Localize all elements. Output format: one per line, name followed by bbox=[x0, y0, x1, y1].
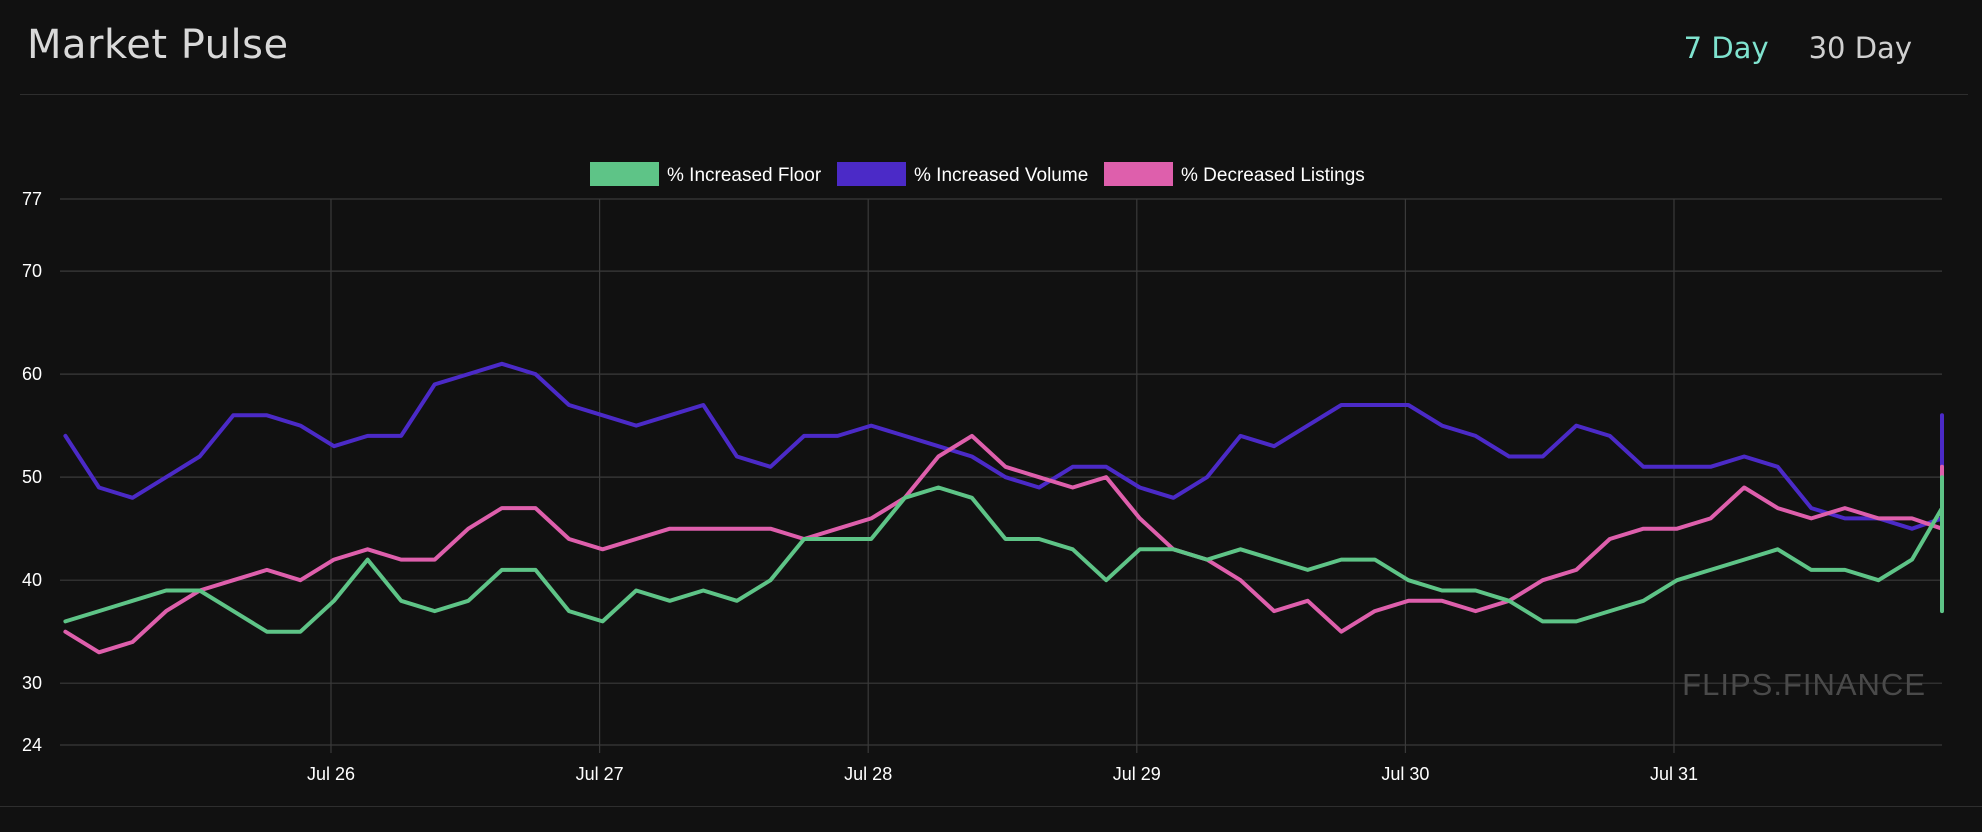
y-tick-label: 24 bbox=[22, 735, 42, 755]
legend-label-listings: % Decreased Listings bbox=[1181, 165, 1365, 186]
x-tick-label: Jul 28 bbox=[844, 764, 892, 784]
range-tabs: 7 Day 30 Day bbox=[1684, 31, 1912, 65]
page-title: Market Pulse bbox=[27, 22, 289, 68]
legend-item-volume[interactable]: % Increased Volume bbox=[837, 162, 1088, 186]
x-tick-label: Jul 31 bbox=[1650, 764, 1698, 784]
x-tick-label: Jul 26 bbox=[307, 764, 355, 784]
legend-swatch-listings bbox=[1104, 162, 1173, 186]
legend-label-floor: % Increased Floor bbox=[667, 165, 822, 186]
grid bbox=[60, 198, 1942, 753]
footer-divider bbox=[0, 806, 1982, 807]
legend-label-volume: % Increased Volume bbox=[914, 165, 1088, 186]
x-tick-label: Jul 27 bbox=[576, 764, 624, 784]
x-axis-ticks: Jul 26 Jul 27 Jul 28 Jul 29 Jul 30 Jul 31 bbox=[307, 764, 1698, 784]
legend-swatch-floor bbox=[590, 162, 659, 186]
tab-30-day[interactable]: 30 Day bbox=[1808, 31, 1912, 65]
legend-item-listings[interactable]: % Decreased Listings bbox=[1104, 162, 1365, 186]
legend-swatch-volume bbox=[837, 162, 906, 186]
y-tick-label: 40 bbox=[22, 570, 42, 590]
series-line-volume bbox=[63, 361, 1944, 552]
y-tick-label: 60 bbox=[22, 364, 42, 384]
y-tick-label: 70 bbox=[22, 261, 42, 281]
x-tick-label: Jul 29 bbox=[1113, 764, 1161, 784]
tab-7-day[interactable]: 7 Day bbox=[1683, 31, 1769, 65]
watermark-text: FLIPS.FINANCE bbox=[1682, 667, 1926, 702]
series-lines bbox=[63, 361, 1944, 655]
header-bar: Market Pulse 7 Day 30 Day bbox=[20, 0, 1968, 95]
legend-item-floor[interactable]: % Increased Floor bbox=[590, 162, 822, 186]
y-axis-ticks: 77 70 60 50 40 30 24 bbox=[22, 189, 42, 755]
series-line-floor bbox=[63, 475, 1944, 634]
x-tick-label: Jul 30 bbox=[1381, 764, 1429, 784]
y-tick-label: 77 bbox=[22, 189, 42, 209]
y-tick-label: 50 bbox=[22, 467, 42, 487]
y-tick-label: 30 bbox=[22, 673, 42, 693]
legend: % Increased Floor % Increased Volume % D… bbox=[590, 162, 1365, 186]
